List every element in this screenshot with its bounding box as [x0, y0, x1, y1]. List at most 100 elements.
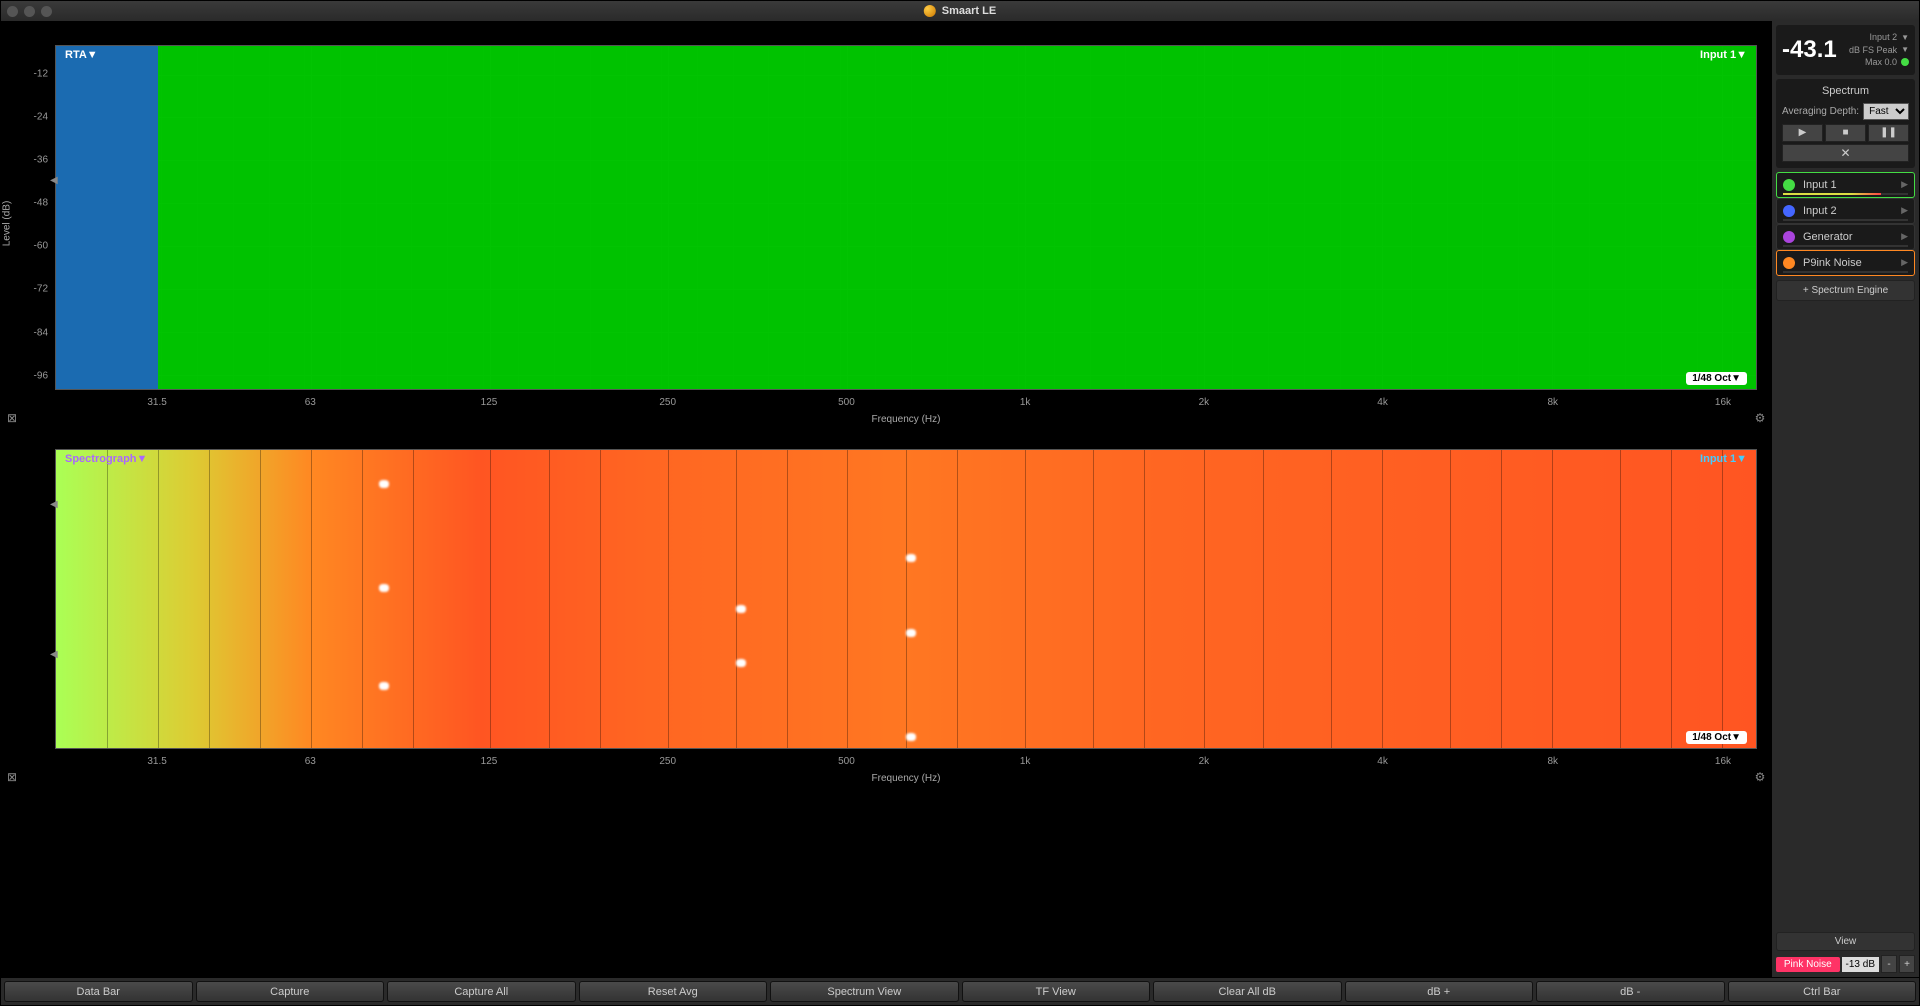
- y-tick: -24: [34, 111, 48, 122]
- rta-marker-icon[interactable]: ◀: [50, 175, 60, 189]
- level-mode-dropdown[interactable]: dB FS Peak▼: [1849, 44, 1909, 57]
- grid-line: [1144, 450, 1145, 748]
- rta-resolution-dropdown[interactable]: 1/48 Oct▼: [1686, 372, 1747, 385]
- grid-line: [260, 450, 261, 748]
- grid-line: [490, 450, 491, 748]
- toolbar-capture-button[interactable]: Capture: [196, 981, 385, 1002]
- view-button[interactable]: View: [1776, 932, 1915, 951]
- pause-button[interactable]: ❚❚: [1868, 124, 1909, 142]
- content: RTA▼ Input 1▼ 1/48 Oct▼ ◀ Level (dB) -12…: [1, 21, 1919, 977]
- spectro-resolution-dropdown[interactable]: 1/48 Oct▼: [1686, 731, 1747, 744]
- input-play-icon[interactable]: ▶: [1901, 257, 1908, 268]
- spectro-input-dropdown[interactable]: Input 1▼: [1700, 453, 1747, 465]
- grid-line: [787, 450, 788, 748]
- x-tick: 250: [659, 397, 676, 408]
- toolbar-capture-all-button[interactable]: Capture All: [387, 981, 576, 1002]
- toolbar-clear-all-db-button[interactable]: Clear All dB: [1153, 981, 1342, 1002]
- grid-line: [1552, 450, 1553, 748]
- toolbar-tf-view-button[interactable]: TF View: [962, 981, 1151, 1002]
- pink-noise-badge[interactable]: Pink Noise: [1776, 957, 1840, 972]
- spectrum-panel: Spectrum Averaging Depth: Fast ▶ ■ ❚❚ ✕: [1776, 79, 1915, 168]
- x-tick: 500: [838, 756, 855, 767]
- input-item-3[interactable]: P9ink Noise▶: [1776, 250, 1915, 276]
- input-play-icon[interactable]: ▶: [1901, 231, 1908, 242]
- x-tick: 2k: [1199, 756, 1210, 767]
- status-dot-icon: [1901, 58, 1909, 66]
- grid-line: [107, 450, 108, 748]
- hotspot: [379, 682, 389, 690]
- toolbar-db---button[interactable]: dB -: [1536, 981, 1725, 1002]
- toolbar-db-+-button[interactable]: dB +: [1345, 981, 1534, 1002]
- grid-line: [1501, 450, 1502, 748]
- input-color-icon: [1783, 257, 1795, 269]
- zoom-window-icon[interactable]: [41, 6, 52, 17]
- add-spectrum-engine-button[interactable]: + Spectrum Engine: [1776, 280, 1915, 301]
- stop-button[interactable]: ■: [1825, 124, 1866, 142]
- rta-mode-dropdown[interactable]: RTA▼: [65, 49, 98, 61]
- grid-line: [1671, 450, 1672, 748]
- grid-line: [1331, 450, 1332, 748]
- main-charts: RTA▼ Input 1▼ 1/48 Oct▼ ◀ Level (dB) -12…: [1, 21, 1771, 977]
- grid-line: [362, 450, 363, 748]
- toolbar-ctrl-bar-button[interactable]: Ctrl Bar: [1728, 981, 1917, 1002]
- pink-noise-db: -13 dB: [1842, 957, 1879, 972]
- input-meter: [1783, 271, 1908, 273]
- input-play-icon[interactable]: ▶: [1901, 179, 1908, 190]
- app-title: Smaart LE: [924, 5, 996, 17]
- input-color-icon: [1783, 205, 1795, 217]
- rta-y-axis: Level (dB) -12-24-36-48-60-72-84-96: [15, 45, 50, 390]
- x-tick: 4k: [1377, 756, 1388, 767]
- hotspot: [906, 554, 916, 562]
- bottom-toolbar: Data BarCaptureCapture AllReset AvgSpect…: [1, 977, 1919, 1005]
- toolbar-reset-avg-button[interactable]: Reset Avg: [579, 981, 768, 1002]
- input-item-2[interactable]: Generator ▶: [1776, 224, 1915, 250]
- level-value: -43.1: [1782, 36, 1837, 64]
- input-label: Generator: [1803, 231, 1853, 243]
- tools-button[interactable]: ✕: [1782, 144, 1909, 162]
- minimize-window-icon[interactable]: [24, 6, 35, 17]
- level-input-dropdown[interactable]: Input 2▼: [1849, 31, 1909, 44]
- input-label: Input 2: [1803, 205, 1837, 217]
- side-panel: -43.1 Input 2▼ dB FS Peak▼ Max 0.0 Spect…: [1771, 21, 1919, 977]
- toolbar-spectrum-view-button[interactable]: Spectrum View: [770, 981, 959, 1002]
- rta-settings-icon[interactable]: ⚙: [1753, 411, 1767, 425]
- spectro-settings-icon[interactable]: ⚙: [1753, 770, 1767, 784]
- spectro-marker1-icon[interactable]: ◀: [50, 499, 60, 513]
- input-meter: [1783, 193, 1908, 195]
- x-tick: 8k: [1547, 397, 1558, 408]
- y-tick: -96: [34, 370, 48, 381]
- spectro-close-icon[interactable]: ⊠: [5, 770, 19, 784]
- titlebar: Smaart LE: [1, 1, 1919, 21]
- x-tick: 4k: [1377, 397, 1388, 408]
- spectro-plot[interactable]: [55, 449, 1757, 749]
- input-item-1[interactable]: Input 2 ▶: [1776, 198, 1915, 224]
- grid-line: [413, 450, 414, 748]
- db-minus-button[interactable]: -: [1881, 955, 1897, 973]
- input-item-0[interactable]: Input 1▶: [1776, 172, 1915, 198]
- grid-line: [311, 450, 312, 748]
- averaging-select[interactable]: Fast: [1863, 103, 1909, 120]
- x-tick: 31.5: [147, 397, 166, 408]
- close-window-icon[interactable]: [7, 6, 18, 17]
- x-tick: 125: [481, 397, 498, 408]
- spectro-mode-dropdown[interactable]: Spectrograph▼: [65, 453, 147, 465]
- grid-line: [600, 450, 601, 748]
- y-tick: -12: [34, 68, 48, 79]
- x-tick: 16k: [1715, 397, 1731, 408]
- toolbar-data-bar-button[interactable]: Data Bar: [4, 981, 193, 1002]
- spectrum-panel-title: Spectrum: [1782, 85, 1909, 97]
- x-tick: 500: [838, 397, 855, 408]
- rta-close-icon[interactable]: ⊠: [5, 411, 19, 425]
- x-tick: 1k: [1020, 397, 1031, 408]
- spectro-marker2-icon[interactable]: ◀: [50, 649, 60, 663]
- db-plus-button[interactable]: +: [1899, 955, 1915, 973]
- x-tick: 63: [305, 756, 316, 767]
- grid-line: [668, 450, 669, 748]
- rta-plot[interactable]: [55, 45, 1757, 390]
- x-tick: 63: [305, 397, 316, 408]
- app-title-text: Smaart LE: [942, 5, 996, 17]
- rta-input-dropdown[interactable]: Input 1▼: [1700, 49, 1747, 61]
- play-button[interactable]: ▶: [1782, 124, 1823, 142]
- input-play-icon[interactable]: ▶: [1901, 205, 1908, 216]
- rta-y-label: Level (dB): [2, 200, 13, 246]
